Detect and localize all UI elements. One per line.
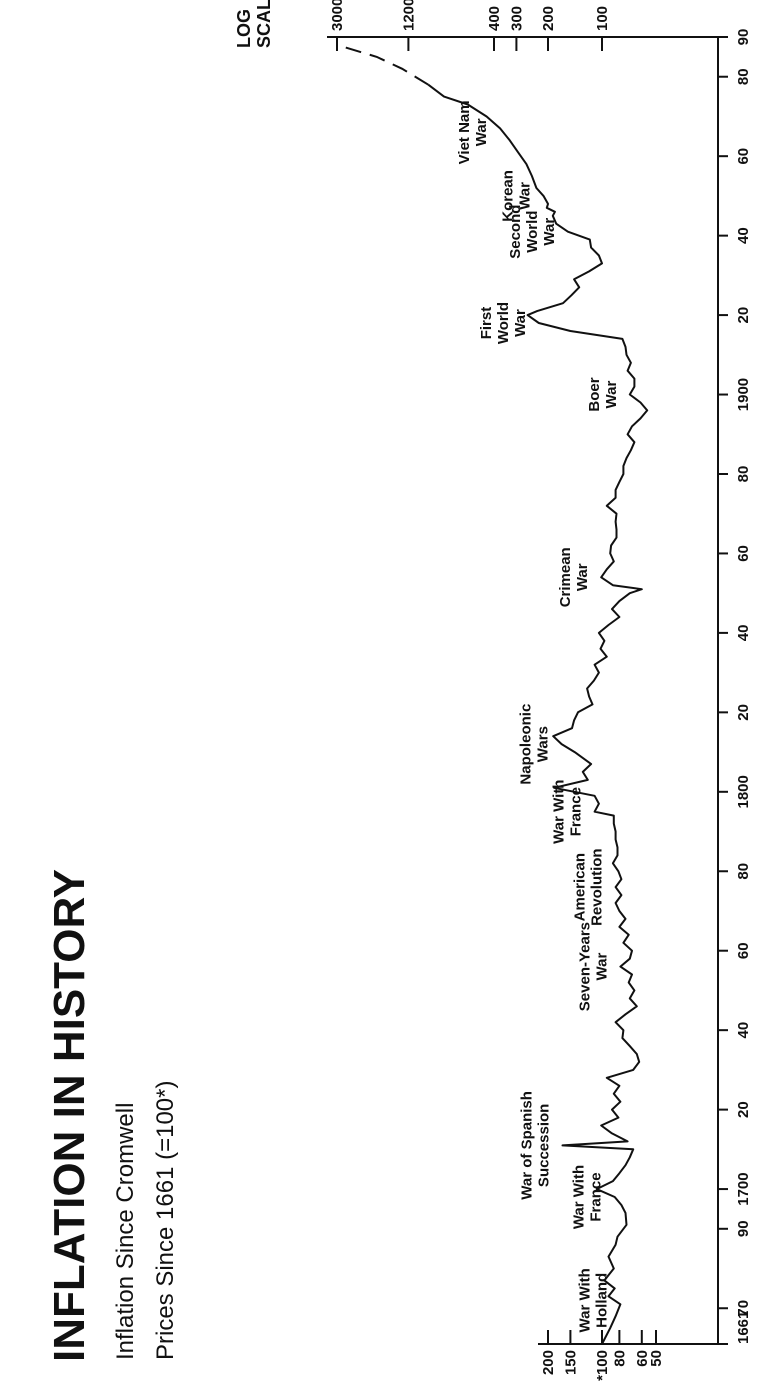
x-tick-label: 60: [735, 148, 752, 165]
rotated-chart: INFLATION IN HISTORY Inflation Since Cro…: [45, 0, 752, 1381]
right-axis-ticks: 100 200 300 400 1200 3000: [329, 0, 611, 51]
annotation-label: War WithFrance: [551, 780, 585, 844]
left-tick-label: 150: [562, 1350, 579, 1375]
annotation-label: NapoleonicWars: [518, 704, 552, 785]
scale-label-scale: SCALE: [254, 0, 274, 48]
annotation-label: War WithHolland: [576, 1268, 610, 1332]
price-line-dashed: [336, 43, 429, 86]
annotation-label: Seven-YearsWar: [576, 922, 610, 1011]
x-tick-label: 80: [735, 68, 752, 85]
x-tick-label: 70: [735, 1300, 752, 1317]
x-tick-label: 40: [735, 227, 752, 244]
right-tick-label: 200: [540, 6, 557, 31]
annotation-label: SecondWorldWar: [507, 205, 558, 259]
x-tick-label: 1900: [735, 378, 752, 411]
right-tick-label: 300: [508, 6, 525, 31]
left-tick-label: *100: [594, 1350, 611, 1381]
x-tick-label: 20: [735, 1101, 752, 1118]
left-tick-label: 50: [648, 1350, 665, 1367]
chart-subtitle-prices: Prices Since 1661 (=100*): [152, 1081, 179, 1361]
annotation-label: KoreanWar: [499, 170, 533, 222]
scale-label-log: LOG: [234, 9, 254, 48]
right-tick-label: 1200: [400, 0, 417, 31]
annotation-label: AmericanRevolution: [572, 848, 606, 926]
x-tick-label: 80: [735, 863, 752, 880]
left-tick-label: 80: [611, 1350, 628, 1367]
x-tick-label: 20: [735, 704, 752, 721]
x-tick-label: 1700: [735, 1172, 752, 1205]
x-tick-label: 90: [735, 29, 752, 46]
right-tick-label: 400: [486, 6, 503, 31]
x-tick-label: 1800: [735, 775, 752, 808]
left-tick-label: 200: [540, 1350, 557, 1375]
chart-subtitle: Inflation Since Cromwell: [112, 1103, 139, 1360]
price-line: [336, 43, 649, 1345]
left-tick-label: 60: [634, 1350, 651, 1367]
annotations: War WithHolland War WithFrance War of Span…: [456, 100, 620, 1332]
axes: [327, 36, 719, 1345]
right-tick-label: 3000: [329, 0, 346, 31]
annotation-label: War WithFrance: [571, 1165, 605, 1229]
x-tick-label: 80: [735, 466, 752, 483]
chart-title: INFLATION IN HISTORY: [45, 869, 94, 1362]
annotation-label: War of SpanishSuccession: [519, 1091, 553, 1200]
right-tick-label: 100: [594, 6, 611, 31]
x-tick-label: 90: [735, 1220, 752, 1237]
annotation-label: BoerWar: [586, 377, 620, 411]
x-tick-label: 60: [735, 545, 752, 562]
x-tick-label: 1661: [735, 1311, 752, 1344]
annotation-label: FirstWorldWar: [478, 302, 529, 344]
x-tick-label: 20: [735, 307, 752, 324]
annotation-label: CrimeanWar: [557, 547, 591, 607]
x-tick-label: 40: [735, 625, 752, 642]
price-line-solid: [427, 83, 649, 1345]
x-tick-label: 60: [735, 942, 752, 959]
x-tick-label: 40: [735, 1022, 752, 1039]
annotation-label: Viet NamWar: [456, 100, 490, 164]
